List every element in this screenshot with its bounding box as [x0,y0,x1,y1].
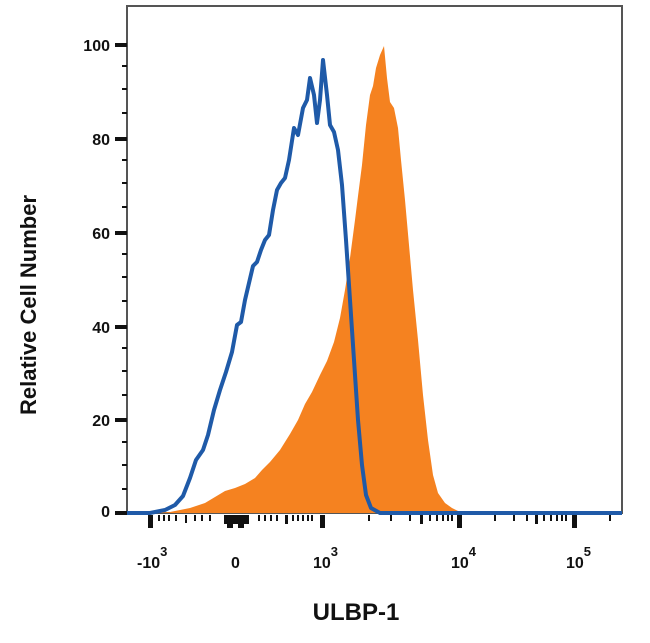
y-tick-80: 80 [92,132,110,149]
x-tick-1e5: 105 [566,544,591,572]
y-tick-40: 40 [92,320,110,337]
x-axis-title: ULBP-1 [313,599,400,626]
y-tick-labels: 100 80 60 40 20 0 [83,38,110,521]
y-tick-60: 60 [92,226,110,243]
y-tick-20: 20 [92,413,110,430]
y-axis-title: Relative Cell Number [16,195,41,416]
x-tick-labels: -103 0 103 104 105 [137,544,591,572]
x-axis [148,515,611,528]
y-tick-0: 0 [101,504,110,521]
x-tick-1e3: 103 [313,544,338,572]
series-ulbp1-filled-histogram [150,46,465,513]
x-tick-zero: 0 [231,555,240,572]
series-isotype-line [127,58,622,515]
y-axis [115,43,127,515]
y-tick-100: 100 [83,38,110,55]
x-tick-1e4: 104 [451,544,477,572]
x-tick-neg-1e3: -103 [137,544,167,572]
